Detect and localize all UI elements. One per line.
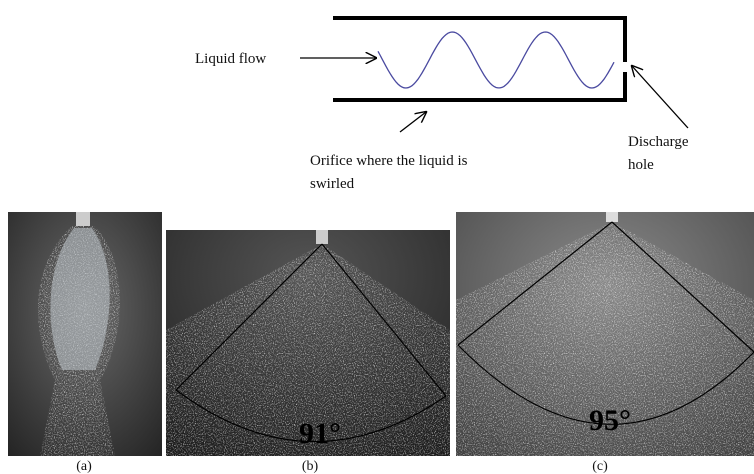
discharge-arrow [632, 66, 689, 129]
orifice-label: swirled [310, 176, 355, 192]
angle-label: 91° [299, 417, 341, 450]
discharge-label: Discharge [628, 134, 689, 150]
caption: (c) [592, 459, 608, 474]
discharge-label: hole [628, 157, 654, 173]
orifice-arrow [399, 112, 426, 133]
liquid-flow-label: Liquid flow [195, 51, 266, 67]
schematic [300, 16, 689, 133]
photo-c [456, 212, 754, 456]
photo-b [166, 230, 450, 456]
orifice-label: Orifice where the liquid is [310, 153, 468, 169]
photo-a [8, 212, 162, 456]
tube-bottom [333, 72, 627, 102]
caption: (b) [302, 459, 319, 474]
caption: (a) [76, 459, 92, 474]
swirl-wave [377, 31, 615, 89]
angle-label: 95° [589, 404, 631, 437]
tube-top [333, 16, 627, 62]
